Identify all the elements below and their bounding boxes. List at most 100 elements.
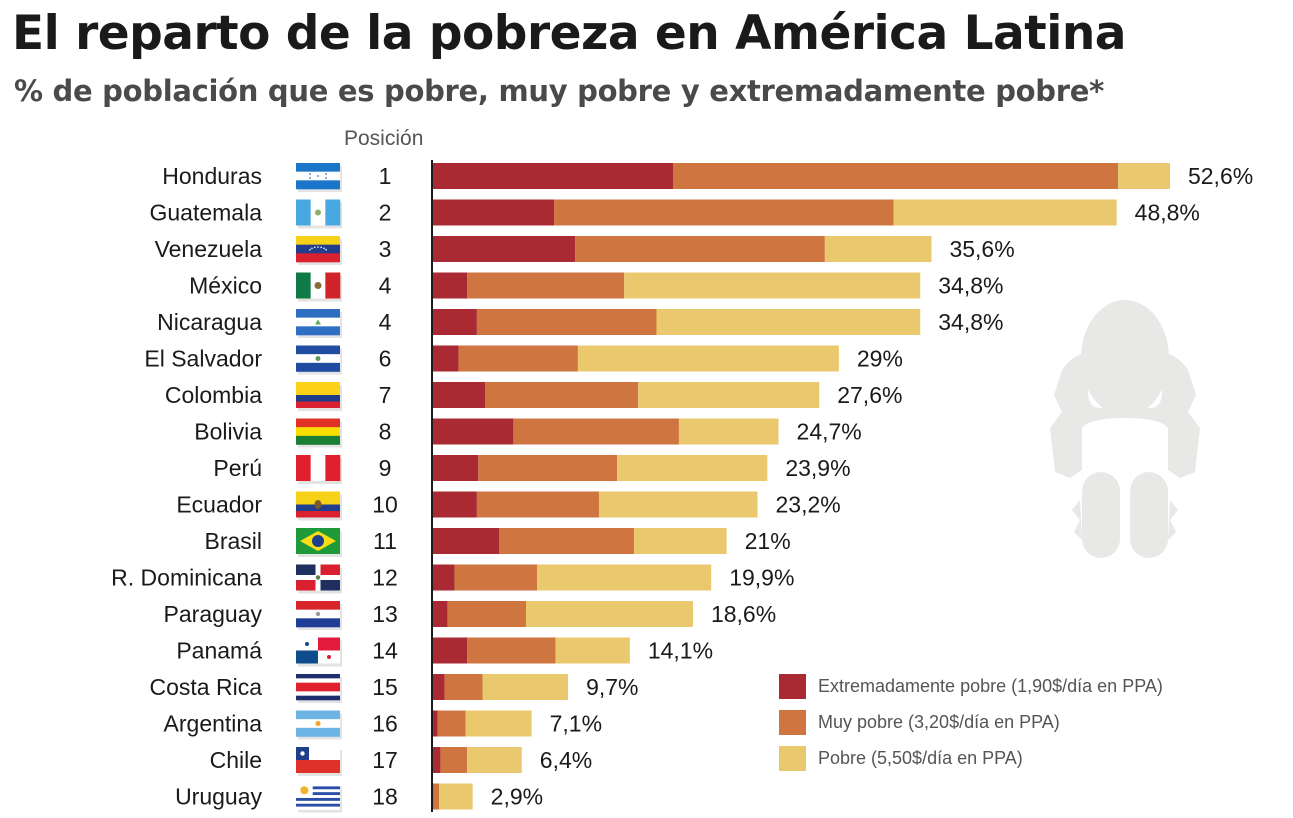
rank-label: 4: [379, 309, 392, 335]
bar-segment-extreme: [432, 345, 459, 372]
bar-segment-poor: [624, 272, 921, 299]
bar-segment-extreme: [432, 418, 514, 445]
bar-segment-poor: [537, 564, 712, 591]
chart-row: México 4 34,8%: [189, 272, 1003, 302]
rank-label: 1: [379, 163, 392, 189]
rank-label: 17: [372, 747, 398, 773]
chart-row: Paraguay 13 18,6%: [164, 601, 776, 630]
rank-label: 12: [372, 565, 398, 591]
total-value-label: 23,2%: [775, 492, 840, 518]
panama-flag-icon: [296, 637, 342, 667]
rank-label: 13: [372, 601, 398, 627]
bar-segment-extreme: [432, 747, 441, 773]
rank-label: 15: [372, 674, 398, 700]
chart-row: El Salvador 6 29%: [144, 345, 903, 375]
el-salvador-flag-icon: [296, 345, 342, 375]
rank-label: 6: [379, 346, 392, 372]
bar-segment-very-poor: [575, 236, 825, 262]
rank-label: 9: [379, 455, 392, 481]
bar-segment-poor: [577, 345, 839, 372]
country-label: Brasil: [204, 528, 262, 554]
bar-segment-extreme: [432, 637, 468, 664]
mexico-flag-icon: [296, 272, 342, 302]
chart-subtitle: % de población que es pobre, muy pobre y…: [14, 74, 1104, 108]
country-label: Honduras: [162, 163, 262, 189]
legend-item-extreme: Extremadamente pobre (1,90$/día en PPA): [779, 668, 1163, 704]
position-column-header: Posición: [344, 127, 424, 150]
legend-label: Pobre (5,50$/día en PPA): [818, 747, 1023, 768]
chart-row: R. Dominicana 12 19,9%: [111, 564, 794, 594]
bar-segment-poor: [555, 637, 630, 664]
legend-swatch-poor: [779, 745, 806, 771]
legend-swatch-very-poor: [779, 709, 806, 735]
legend-item-very-poor: Muy pobre (3,20$/día en PPA): [779, 704, 1163, 740]
total-value-label: 2,9%: [491, 784, 543, 810]
ecuador-flag-icon: [296, 491, 342, 521]
bar-segment-very-poor: [499, 528, 635, 554]
republica-dominicana-flag-icon: [296, 564, 342, 594]
total-value-label: 7,1%: [550, 711, 602, 737]
chile-flag-icon: [296, 747, 342, 776]
total-value-label: 6,4%: [540, 747, 592, 773]
bar-segment-very-poor: [433, 783, 440, 810]
bar-segment-poor: [893, 199, 1117, 226]
country-label: Argentina: [164, 711, 263, 737]
bar-segment-very-poor: [458, 345, 578, 372]
argentina-flag-icon: [296, 710, 342, 740]
venezuela-flag-icon: [296, 236, 342, 265]
total-value-label: 34,8%: [938, 273, 1003, 299]
chart-row: Panamá 14 14,1%: [176, 637, 713, 667]
rank-label: 8: [379, 419, 392, 445]
bar-segment-poor: [634, 528, 727, 554]
rank-label: 11: [373, 528, 397, 554]
bar-segment-poor: [656, 309, 921, 335]
rank-label: 2: [379, 200, 392, 226]
rank-label: 7: [379, 382, 392, 408]
chart-row: Uruguay 18 2,9%: [175, 783, 543, 813]
total-value-label: 34,8%: [938, 309, 1003, 335]
paraguay-flag-icon: [296, 601, 342, 630]
total-value-label: 48,8%: [1135, 200, 1200, 226]
total-value-label: 23,9%: [785, 455, 850, 481]
country-label: Bolivia: [194, 419, 262, 445]
bar-segment-poor: [439, 783, 473, 810]
bar-segment-extreme: [432, 163, 674, 189]
bar-segment-very-poor: [467, 272, 625, 299]
country-label: El Salvador: [144, 346, 262, 372]
bar-segment-poor: [617, 455, 768, 481]
legend-label: Muy pobre (3,20$/día en PPA): [818, 711, 1060, 732]
bar-segment-extreme: [432, 309, 477, 335]
total-value-label: 24,7%: [797, 419, 862, 445]
nicaragua-flag-icon: [296, 309, 342, 338]
total-value-label: 52,6%: [1188, 163, 1253, 189]
country-label: R. Dominicana: [111, 565, 262, 591]
country-label: Ecuador: [176, 492, 262, 518]
country-label: Guatemala: [149, 200, 262, 226]
bar-segment-very-poor: [673, 163, 1119, 189]
bar-segment-very-poor: [478, 455, 618, 481]
bar-segment-extreme: [432, 601, 448, 627]
bar-segment-extreme: [432, 564, 455, 591]
bar-segment-extreme: [432, 528, 500, 554]
bar-segment-extreme: [432, 272, 468, 299]
bar-segment-very-poor: [485, 382, 639, 408]
rank-label: 18: [372, 784, 398, 810]
bar-segment-poor: [1118, 163, 1170, 189]
sad-person-silhouette-icon: [1040, 300, 1210, 564]
total-value-label: 9,7%: [586, 674, 638, 700]
bar-segment-poor: [467, 747, 522, 773]
uruguay-flag-icon: [296, 783, 342, 813]
bar-segment-very-poor: [444, 674, 483, 700]
bolivia-flag-icon: [296, 418, 342, 448]
bar-segment-very-poor: [513, 418, 679, 445]
bar-segment-extreme: [432, 382, 486, 408]
country-label: Venezuela: [155, 236, 263, 262]
country-label: México: [189, 273, 262, 299]
country-label: Paraguay: [164, 601, 263, 627]
bar-segment-very-poor: [440, 747, 468, 773]
bar-segment-extreme: [432, 236, 576, 262]
bar-segment-extreme: [432, 491, 477, 518]
chart-row: Venezuela 3 35,6%: [155, 236, 1015, 265]
costa-rica-flag-icon: [296, 674, 342, 703]
